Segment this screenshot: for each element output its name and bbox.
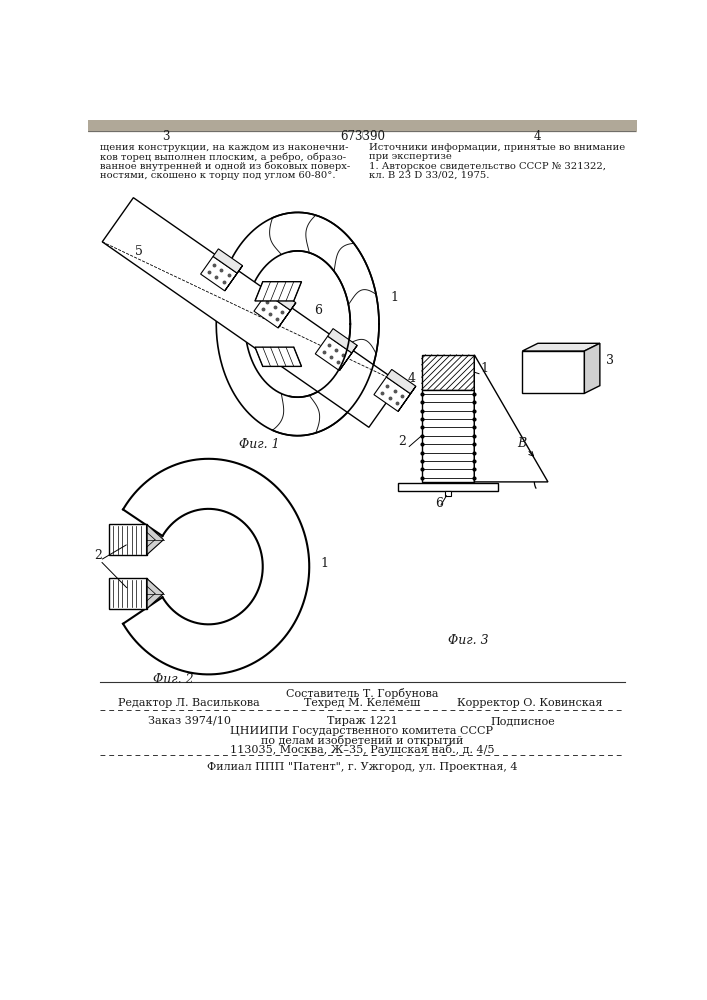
Text: 5: 5 — [134, 245, 142, 258]
Polygon shape — [328, 329, 357, 353]
Polygon shape — [225, 266, 243, 291]
Text: 3: 3 — [162, 130, 170, 143]
Text: 2: 2 — [94, 549, 102, 562]
Text: ков торец выполнен плоским, а ребро, образо-: ков торец выполнен плоским, а ребро, обр… — [100, 152, 346, 162]
Text: Тираж 1221: Тираж 1221 — [327, 716, 397, 726]
Polygon shape — [387, 369, 416, 394]
Text: 6: 6 — [314, 304, 322, 317]
Polygon shape — [216, 212, 379, 436]
Text: 1: 1 — [481, 362, 489, 375]
Text: Техред М. Келемеш: Техред М. Келемеш — [304, 698, 420, 708]
Text: 2: 2 — [398, 435, 406, 448]
Polygon shape — [103, 198, 400, 427]
Text: Подписное: Подписное — [490, 716, 555, 726]
Polygon shape — [92, 509, 163, 624]
Text: 3: 3 — [606, 354, 614, 367]
Ellipse shape — [107, 459, 309, 674]
Polygon shape — [254, 294, 291, 328]
FancyBboxPatch shape — [110, 524, 146, 555]
Polygon shape — [267, 286, 296, 310]
Polygon shape — [339, 345, 357, 371]
Text: по делам изобретений и открытий: по делам изобретений и открытий — [261, 735, 463, 746]
Polygon shape — [201, 256, 237, 291]
Text: B: B — [517, 437, 526, 450]
FancyBboxPatch shape — [397, 483, 498, 491]
Text: Φиг. 3: Φиг. 3 — [448, 634, 489, 647]
Text: 1. Авторское свидетельство СССР № 321322,: 1. Авторское свидетельство СССР № 321322… — [369, 162, 606, 171]
Polygon shape — [255, 347, 301, 366]
Text: кл. B 23 D 33/02, 1975.: кл. B 23 D 33/02, 1975. — [369, 171, 489, 180]
Polygon shape — [522, 351, 585, 393]
FancyBboxPatch shape — [445, 491, 451, 496]
Polygon shape — [213, 249, 243, 273]
Polygon shape — [398, 386, 416, 411]
Text: Заказ 3974/10: Заказ 3974/10 — [148, 716, 230, 726]
Text: Корректор О. Ковинская: Корректор О. Ковинская — [457, 698, 603, 708]
Polygon shape — [315, 336, 352, 371]
Polygon shape — [278, 303, 296, 328]
Text: ЦНИИПИ Государственного комитета СССР: ЦНИИПИ Государственного комитета СССР — [230, 726, 493, 736]
Text: ванное внутренней и одной из боковых поверх-: ванное внутренней и одной из боковых пов… — [100, 162, 350, 171]
Polygon shape — [255, 282, 301, 301]
Text: Редактор Л. Василькова: Редактор Л. Василькова — [118, 698, 260, 708]
Text: 6: 6 — [436, 497, 443, 510]
Text: 673390: 673390 — [340, 130, 385, 143]
Text: Источники информации, принятые во внимание: Источники информации, принятые во вниман… — [369, 143, 625, 152]
Polygon shape — [474, 355, 548, 482]
Polygon shape — [146, 578, 163, 609]
Text: Филиал ППП "Патент", г. Ужгород, ул. Проектная, 4: Филиал ППП "Патент", г. Ужгород, ул. Про… — [206, 762, 518, 772]
Polygon shape — [245, 251, 351, 397]
Text: Φиг. 1: Φиг. 1 — [238, 438, 279, 451]
Text: щения конструкции, на каждом из наконечни-: щения конструкции, на каждом из наконечн… — [100, 143, 349, 152]
Text: 113035, Москва, Ж–35, Раушская наб., д. 4/5: 113035, Москва, Ж–35, Раушская наб., д. … — [230, 744, 494, 755]
Polygon shape — [374, 377, 411, 411]
Polygon shape — [585, 343, 600, 393]
Text: 4: 4 — [534, 130, 542, 143]
Text: 1: 1 — [321, 557, 329, 570]
Text: при экспертизе: при экспертизе — [369, 152, 452, 161]
FancyBboxPatch shape — [110, 578, 146, 609]
Text: Φиг. 2: Φиг. 2 — [153, 673, 194, 686]
Text: ностями, скошено к торцу под углом 60-80°.: ностями, скошено к торцу под углом 60-80… — [100, 171, 336, 180]
FancyBboxPatch shape — [421, 355, 474, 389]
Text: Составитель Т. Горбунова: Составитель Т. Горбунова — [286, 688, 438, 699]
Polygon shape — [522, 343, 600, 351]
Polygon shape — [146, 524, 163, 555]
Text: 4: 4 — [408, 372, 416, 385]
FancyBboxPatch shape — [421, 389, 474, 482]
Ellipse shape — [154, 509, 263, 624]
Text: 1: 1 — [391, 291, 399, 304]
